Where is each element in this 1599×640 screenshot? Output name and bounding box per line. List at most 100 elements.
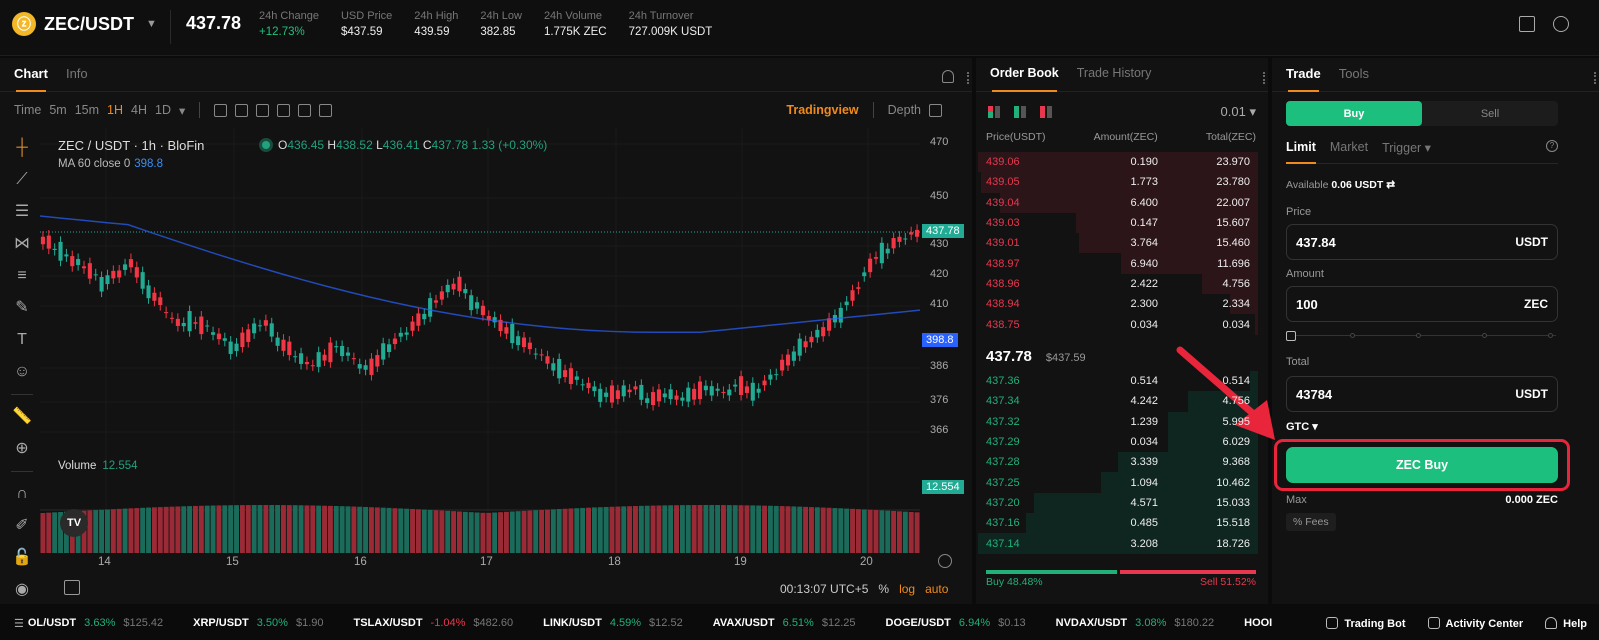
ticker-item[interactable]: OL/USDT 3.63% $125.42: [28, 617, 163, 629]
unlock-icon[interactable]: 🔓: [12, 549, 32, 566]
alert-bell-icon[interactable]: [942, 70, 954, 83]
tab-trade[interactable]: Trade: [1286, 66, 1321, 92]
ticker-item[interactable]: NVDAX/USDT 3.08% $180.22: [1056, 617, 1214, 629]
panel-drag-handle[interactable]: [1594, 72, 1597, 84]
both-sides-view-icon[interactable]: [988, 106, 1000, 118]
ask-row[interactable]: 439.01 3.764 15.460: [978, 233, 1258, 254]
screenshot-icon[interactable]: [319, 103, 333, 117]
percent-toggle[interactable]: %: [878, 582, 890, 596]
settings-list-icon[interactable]: [277, 103, 291, 117]
interval-4h[interactable]: 4H: [131, 103, 147, 117]
ask-row[interactable]: 439.05 1.773 23.780: [978, 172, 1258, 193]
replay-icon[interactable]: [256, 103, 270, 117]
eye-icon[interactable]: ◉: [15, 581, 29, 598]
help-link[interactable]: Help: [1545, 616, 1587, 630]
ticker-item[interactable]: TSLAX/USDT -1.04% $482.60: [353, 617, 513, 629]
zoom-in-icon[interactable]: ⊕: [15, 440, 29, 457]
tradingview-logo[interactable]: TV: [60, 509, 88, 537]
bid-row[interactable]: 437.29 0.034 6.029: [978, 431, 1258, 453]
bid-row[interactable]: 437.36 0.514 0.514: [978, 371, 1258, 392]
bid-row[interactable]: 437.28 3.339 9.368: [978, 452, 1258, 473]
ask-row[interactable]: 438.75 0.034 0.034: [978, 314, 1258, 335]
ask-row[interactable]: 438.94 2.300 2.334: [978, 294, 1258, 315]
ma-indicator-label[interactable]: MA 60 close 0 398.8: [58, 158, 164, 170]
bid-row[interactable]: 437.34 4.242 4.756: [978, 391, 1258, 412]
candlestick-chart[interactable]: [40, 128, 920, 598]
price-axis[interactable]: 470 450 430 420 410 386 376 366 437.78 398.8 12.55…: [920, 128, 972, 528]
amount-slider[interactable]: [1286, 331, 1558, 341]
ticker-item[interactable]: AVAX/USDT 6.51% $12.25: [713, 617, 856, 629]
volume-indicator-label[interactable]: Volume 12.554: [58, 460, 138, 472]
price-input[interactable]: 437.84 USDT: [1286, 224, 1558, 260]
tab-chart[interactable]: Chart: [14, 66, 48, 92]
auto-toggle[interactable]: auto: [925, 582, 949, 596]
bid-row[interactable]: 437.32 1.239 5.995: [978, 411, 1258, 432]
panel-drag-handle[interactable]: [1263, 72, 1266, 84]
fees-button[interactable]: % Fees: [1286, 513, 1336, 531]
bid-row[interactable]: 437.20 4.571 15.033: [978, 492, 1258, 514]
activity-center-link[interactable]: Activity Center: [1427, 616, 1523, 630]
tab-info[interactable]: Info: [65, 66, 88, 81]
ticker-item[interactable]: XRP/USDT 3.50% $1.90: [193, 617, 323, 629]
tab-tools[interactable]: Tools: [1338, 66, 1370, 81]
fullscreen-icon[interactable]: [929, 103, 942, 117]
text-icon[interactable]: T: [17, 331, 27, 348]
ask-row[interactable]: 439.04 6.400 22.007: [978, 192, 1258, 213]
layout-icon[interactable]: [1519, 16, 1535, 32]
interval-15m[interactable]: 15m: [74, 103, 100, 117]
panel-drag-handle[interactable]: [967, 72, 970, 84]
tab-order-book[interactable]: Order Book: [990, 66, 1059, 92]
calendar-goto-icon[interactable]: [64, 580, 80, 595]
bid-row[interactable]: 437.14 3.208 18.726: [978, 533, 1258, 554]
help-icon[interactable]: ?: [1546, 140, 1558, 152]
pattern-icon[interactable]: ⋈: [14, 235, 30, 252]
fib-icon[interactable]: ≡: [17, 267, 27, 284]
slider-handle[interactable]: [1286, 331, 1296, 341]
compare-icon[interactable]: [235, 103, 249, 117]
asks-only-view-icon[interactable]: [1040, 106, 1052, 118]
ruler-icon[interactable]: 📏: [12, 408, 32, 425]
order-type-trigger[interactable]: Trigger ▾: [1382, 141, 1431, 155]
indicators-icon[interactable]: [214, 103, 228, 117]
trendline-icon[interactable]: ⟋: [16, 171, 28, 188]
chevron-down-icon[interactable]: ▼: [146, 18, 157, 30]
ask-row[interactable]: 439.03 0.147 15.607: [978, 212, 1258, 234]
ask-row[interactable]: 438.97 6.940 11.696: [978, 253, 1258, 274]
precision-select[interactable]: 0.01 ▾: [1220, 104, 1256, 119]
trading-bot-link[interactable]: Trading Bot: [1326, 616, 1406, 630]
tradingview-toggle[interactable]: Tradingview: [786, 103, 859, 117]
transfer-icon[interactable]: ⇄: [1386, 179, 1396, 191]
submit-buy-button[interactable]: ZEC Buy: [1286, 447, 1558, 483]
ask-row[interactable]: 439.06 0.190 23.970: [978, 152, 1258, 173]
order-type-limit[interactable]: Limit: [1286, 140, 1316, 164]
pair-selector[interactable]: ⓩ ZEC/USDT ▼: [12, 12, 157, 36]
log-toggle[interactable]: log: [899, 582, 916, 596]
bid-row[interactable]: 437.16 0.485 15.518: [978, 513, 1258, 534]
tab-trade-history[interactable]: Trade History: [1076, 66, 1152, 80]
ticker-item[interactable]: HOOI: [1244, 617, 1272, 629]
interval-5m[interactable]: 5m: [49, 103, 67, 117]
ticker-item[interactable]: DOGE/USDT 6.94% $0.13: [886, 617, 1026, 629]
crosshair-icon[interactable]: ┼: [16, 139, 28, 156]
total-input[interactable]: 43784 USDT: [1286, 376, 1558, 412]
time-in-force-select[interactable]: GTC ▾: [1286, 421, 1318, 433]
ask-row[interactable]: 438.96 2.422 4.756: [978, 273, 1258, 295]
emoji-icon[interactable]: ☺: [13, 363, 31, 380]
candle-type-icon[interactable]: [298, 103, 312, 117]
depth-toggle[interactable]: Depth: [887, 103, 921, 117]
more-intervals-chevron-icon[interactable]: ▾: [178, 103, 186, 118]
magnet-icon[interactable]: ∩: [16, 485, 28, 502]
chart-settings-icon[interactable]: [938, 554, 952, 568]
lock-drawing-icon[interactable]: ✐: [15, 517, 29, 534]
interval-1d[interactable]: 1D: [155, 103, 171, 117]
settings-icon[interactable]: [1553, 16, 1569, 32]
amount-input[interactable]: 100 ZEC: [1286, 286, 1558, 322]
brush-icon[interactable]: ✎: [15, 299, 29, 316]
sell-side-button[interactable]: Sell: [1480, 107, 1500, 120]
horizontal-lines-icon[interactable]: ☰: [14, 203, 30, 220]
order-type-market[interactable]: Market: [1329, 140, 1369, 154]
bids-only-view-icon[interactable]: [1014, 106, 1026, 118]
ticker-menu-icon[interactable]: ☰: [14, 617, 24, 630]
buy-side-button[interactable]: Buy: [1286, 101, 1422, 126]
interval-1h[interactable]: 1H: [107, 103, 124, 117]
